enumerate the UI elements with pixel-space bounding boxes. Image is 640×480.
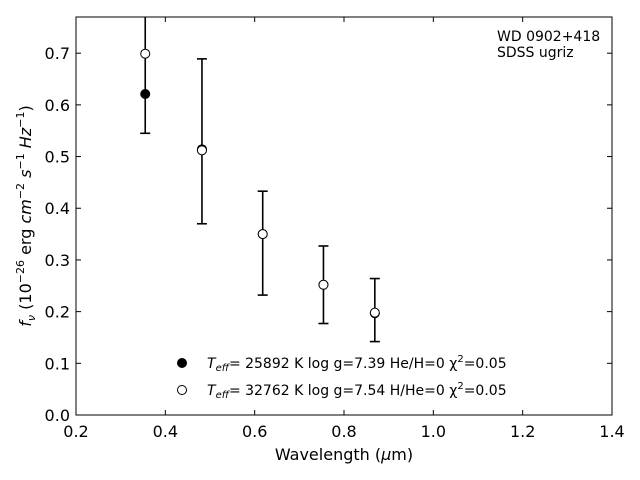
- data-point-open: [196, 145, 207, 156]
- legend-marker-open: [177, 385, 187, 395]
- data-point-filled: [140, 89, 151, 100]
- data-point-open: [257, 229, 268, 240]
- annotation-survey: SDSS ugriz: [497, 45, 574, 61]
- y-tick-label: 0.6: [45, 96, 70, 115]
- legend: Teff= 25892 K log g=7.39 He/H=0 χ2=0.05 …: [177, 354, 507, 401]
- legend-entry-2: Teff= 32762 K log g=7.54 H/He=0 χ2=0.05: [207, 381, 507, 401]
- y-tick-label: 0.7: [45, 44, 70, 63]
- data-point-open: [369, 307, 380, 318]
- errorbar: [257, 190, 268, 296]
- errorbar: [140, 17, 151, 135]
- svg-text:fν (10−26 erg cm−2 s−1 Hz−1): fν (10−26 erg cm−2 s−1 Hz−1): [14, 105, 38, 326]
- x-tick-label: 1.2: [510, 422, 535, 441]
- plot-frame: [75, 16, 613, 416]
- x-tick-label: 1.0: [421, 422, 446, 441]
- errorbars: [140, 17, 380, 343]
- y-tick-label: 0.1: [45, 354, 70, 373]
- data-point-open: [140, 48, 151, 59]
- y-tick-label: 0.5: [45, 148, 70, 167]
- x-axis-label: Wavelength (μm): [275, 445, 413, 464]
- data-points: [140, 48, 380, 319]
- y-tick-label: 0.4: [45, 199, 70, 218]
- x-tick-label: 0.6: [242, 422, 267, 441]
- data-point-open: [318, 279, 329, 290]
- x-tick-label: 0.4: [153, 422, 178, 441]
- y-tick-label: 0.3: [45, 251, 70, 270]
- x-tick-label: 1.4: [599, 422, 624, 441]
- legend-marker-filled: [177, 358, 187, 368]
- legend-entry-1: Teff= 25892 K log g=7.39 He/H=0 χ2=0.05: [207, 354, 507, 374]
- axis-ticks: 0.2 0.4 0.6 0.8 1.0 1.2 1.4 0.0 0.1 0.2 0.3 0.4 0.5 0…: [45, 17, 625, 441]
- x-tick-label: 0.8: [331, 422, 356, 441]
- annotation-object: WD 0902+418: [497, 29, 600, 45]
- y-axis-label: fν (10−26 erg cm−2 s−1 Hz−1): [14, 105, 38, 326]
- errorbar: [196, 58, 207, 225]
- x-tick-label: 0.2: [63, 422, 88, 441]
- y-tick-label: 0.0: [45, 406, 70, 425]
- y-tick-label: 0.2: [45, 303, 70, 322]
